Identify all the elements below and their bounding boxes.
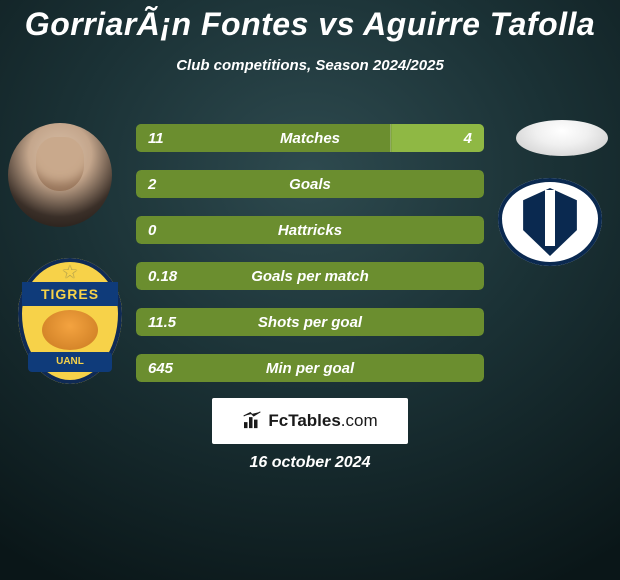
date-label: 16 october 2024 [0,454,620,472]
page-title: GorriarÃ¡n Fontes vs Aguirre Tafolla [0,0,620,43]
brand-name: FcTables [268,411,340,430]
brand-chart-icon [242,411,262,431]
stat-bar-left-value: 0 [148,216,156,244]
stat-bar-label: Hattricks [136,216,484,244]
stat-bar-right-value: 4 [464,124,472,152]
stat-bar-row: Goals2 [136,170,484,198]
stat-bar-row: Shots per goal11.5 [136,308,484,336]
stat-bar-row: Goals per match0.18 [136,262,484,290]
player2-club-badge [498,178,602,266]
stat-bars-container: Matches11 4 Goals2 Hattricks0 Goals per matc… [136,124,484,400]
stat-bar-label: Goals [136,170,484,198]
club1-tiger-icon [42,310,98,350]
stat-bar-left-value: 11.5 [148,308,176,336]
page-subtitle: Club competitions, Season 2024/2025 [0,57,620,74]
stat-bar-row: Hattricks0 [136,216,484,244]
stat-bar-left-value: 11 [148,124,164,152]
brand-text: FcTables.com [268,411,377,431]
brand-suffix: .com [341,411,378,430]
comparison-card: GorriarÃ¡n Fontes vs Aguirre Tafolla Clu… [0,0,620,580]
club1-name-top: TIGRES [22,282,118,306]
stat-bar-row: Min per goal645 [136,354,484,382]
stat-bar-row: Matches11 4 [136,124,484,152]
player1-avatar [8,123,112,227]
brand-box: FcTables.com [212,398,408,444]
stat-bar-left-value: 2 [148,170,156,198]
stat-bar-label: Min per goal [136,354,484,382]
player2-avatar [516,120,608,156]
stat-bar-left-value: 0.18 [148,262,177,290]
stat-bar-label: Shots per goal [136,308,484,336]
club2-stripe [545,190,555,246]
player1-club-badge: ★ TIGRES UANL [18,258,122,384]
club1-star-icon: ★ [62,262,78,283]
stat-bar-label: Matches [136,124,484,152]
club1-name-bottom: UANL [28,352,112,372]
stat-bar-label: Goals per match [136,262,484,290]
stat-bar-left-value: 645 [148,354,173,382]
